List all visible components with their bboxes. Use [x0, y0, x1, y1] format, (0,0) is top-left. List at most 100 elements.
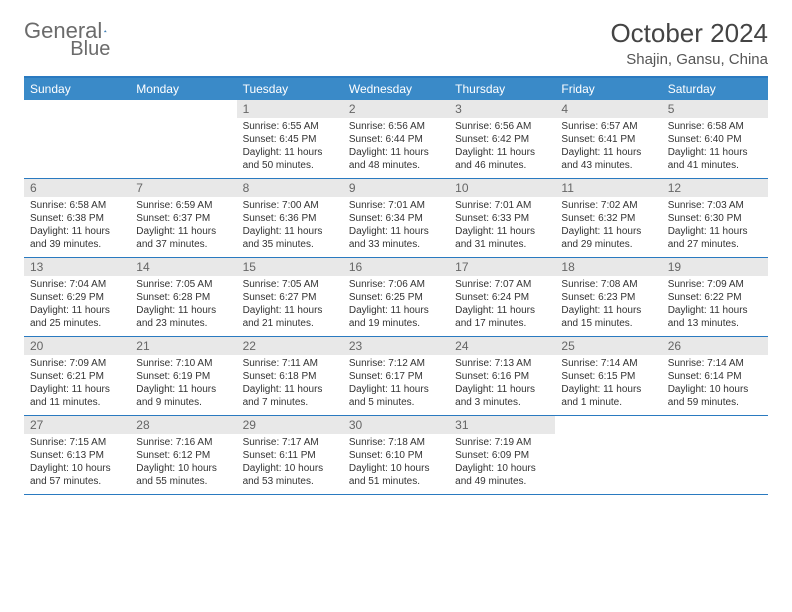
- sunset-text: Sunset: 6:34 PM: [349, 212, 443, 225]
- daylight-text: Daylight: 11 hours and 17 minutes.: [455, 304, 549, 330]
- sunrise-text: Sunrise: 7:18 AM: [349, 436, 443, 449]
- sunset-text: Sunset: 6:42 PM: [455, 133, 549, 146]
- daylight-text: Daylight: 10 hours and 59 minutes.: [668, 383, 762, 409]
- day-number: 27: [24, 416, 130, 434]
- cell-body: Sunrise: 7:14 AMSunset: 6:14 PMDaylight:…: [662, 355, 768, 415]
- calendar-cell: 24Sunrise: 7:13 AMSunset: 6:16 PMDayligh…: [449, 337, 555, 415]
- day-number: 13: [24, 258, 130, 276]
- cell-body: Sunrise: 6:58 AMSunset: 6:38 PMDaylight:…: [24, 197, 130, 257]
- cell-body: Sunrise: 6:56 AMSunset: 6:42 PMDaylight:…: [449, 118, 555, 178]
- calendar: SundayMondayTuesdayWednesdayThursdayFrid…: [24, 76, 768, 495]
- cell-body: Sunrise: 7:10 AMSunset: 6:19 PMDaylight:…: [130, 355, 236, 415]
- daylight-text: Daylight: 11 hours and 13 minutes.: [668, 304, 762, 330]
- sunset-text: Sunset: 6:36 PM: [243, 212, 337, 225]
- sunset-text: Sunset: 6:11 PM: [243, 449, 337, 462]
- day-number: [662, 416, 768, 420]
- daylight-text: Daylight: 11 hours and 21 minutes.: [243, 304, 337, 330]
- calendar-cell: 31Sunrise: 7:19 AMSunset: 6:09 PMDayligh…: [449, 416, 555, 494]
- day-number: 28: [130, 416, 236, 434]
- day-number: 21: [130, 337, 236, 355]
- calendar-cell: 28Sunrise: 7:16 AMSunset: 6:12 PMDayligh…: [130, 416, 236, 494]
- sunrise-text: Sunrise: 7:00 AM: [243, 199, 337, 212]
- daylight-text: Daylight: 11 hours and 27 minutes.: [668, 225, 762, 251]
- day-of-week-header: Tuesday: [237, 78, 343, 100]
- sunrise-text: Sunrise: 7:09 AM: [668, 278, 762, 291]
- sunrise-text: Sunrise: 7:01 AM: [455, 199, 549, 212]
- cell-body: Sunrise: 7:13 AMSunset: 6:16 PMDaylight:…: [449, 355, 555, 415]
- cell-body: Sunrise: 6:55 AMSunset: 6:45 PMDaylight:…: [237, 118, 343, 178]
- sunset-text: Sunset: 6:24 PM: [455, 291, 549, 304]
- day-number: 20: [24, 337, 130, 355]
- calendar-cell: [555, 416, 661, 494]
- day-of-week-header: Saturday: [662, 78, 768, 100]
- daylight-text: Daylight: 11 hours and 41 minutes.: [668, 146, 762, 172]
- daylight-text: Daylight: 11 hours and 39 minutes.: [30, 225, 124, 251]
- daylight-text: Daylight: 11 hours and 48 minutes.: [349, 146, 443, 172]
- sunrise-text: Sunrise: 7:10 AM: [136, 357, 230, 370]
- calendar-cell: 6Sunrise: 6:58 AMSunset: 6:38 PMDaylight…: [24, 179, 130, 257]
- day-number: 24: [449, 337, 555, 355]
- calendar-cell: 12Sunrise: 7:03 AMSunset: 6:30 PMDayligh…: [662, 179, 768, 257]
- sunset-text: Sunset: 6:41 PM: [561, 133, 655, 146]
- day-of-week-header: Sunday: [24, 78, 130, 100]
- sunrise-text: Sunrise: 7:15 AM: [30, 436, 124, 449]
- calendar-location: Shajin, Gansu, China: [610, 51, 768, 68]
- sunset-text: Sunset: 6:25 PM: [349, 291, 443, 304]
- day-of-week-header: Friday: [555, 78, 661, 100]
- calendar-cell: 7Sunrise: 6:59 AMSunset: 6:37 PMDaylight…: [130, 179, 236, 257]
- cell-body: Sunrise: 7:05 AMSunset: 6:28 PMDaylight:…: [130, 276, 236, 336]
- daylight-text: Daylight: 11 hours and 29 minutes.: [561, 225, 655, 251]
- sunrise-text: Sunrise: 6:55 AM: [243, 120, 337, 133]
- calendar-week: 27Sunrise: 7:15 AMSunset: 6:13 PMDayligh…: [24, 416, 768, 495]
- calendar-cell: 27Sunrise: 7:15 AMSunset: 6:13 PMDayligh…: [24, 416, 130, 494]
- daylight-text: Daylight: 11 hours and 25 minutes.: [30, 304, 124, 330]
- daylight-text: Daylight: 11 hours and 7 minutes.: [243, 383, 337, 409]
- day-number: 5: [662, 100, 768, 118]
- cell-body: Sunrise: 7:07 AMSunset: 6:24 PMDaylight:…: [449, 276, 555, 336]
- sunrise-text: Sunrise: 7:05 AM: [243, 278, 337, 291]
- sunset-text: Sunset: 6:33 PM: [455, 212, 549, 225]
- sunrise-text: Sunrise: 7:14 AM: [668, 357, 762, 370]
- cell-body: Sunrise: 7:00 AMSunset: 6:36 PMDaylight:…: [237, 197, 343, 257]
- sunrise-text: Sunrise: 7:01 AM: [349, 199, 443, 212]
- daylight-text: Daylight: 11 hours and 31 minutes.: [455, 225, 549, 251]
- daylight-text: Daylight: 10 hours and 55 minutes.: [136, 462, 230, 488]
- cell-body: Sunrise: 7:08 AMSunset: 6:23 PMDaylight:…: [555, 276, 661, 336]
- title-block: October 2024 Shajin, Gansu, China: [610, 18, 768, 68]
- day-number: 2: [343, 100, 449, 118]
- sunset-text: Sunset: 6:19 PM: [136, 370, 230, 383]
- day-of-week-header: Thursday: [449, 78, 555, 100]
- day-number: 17: [449, 258, 555, 276]
- day-of-week-row: SundayMondayTuesdayWednesdayThursdayFrid…: [24, 78, 768, 100]
- sunrise-text: Sunrise: 6:58 AM: [30, 199, 124, 212]
- daylight-text: Daylight: 11 hours and 19 minutes.: [349, 304, 443, 330]
- daylight-text: Daylight: 11 hours and 9 minutes.: [136, 383, 230, 409]
- calendar-cell: 5Sunrise: 6:58 AMSunset: 6:40 PMDaylight…: [662, 100, 768, 178]
- sunset-text: Sunset: 6:09 PM: [455, 449, 549, 462]
- header: General Blue October 2024 Shajin, Gansu,…: [24, 18, 768, 68]
- day-number: 18: [555, 258, 661, 276]
- sunrise-text: Sunrise: 7:08 AM: [561, 278, 655, 291]
- day-number: 25: [555, 337, 661, 355]
- day-number: 1: [237, 100, 343, 118]
- sunrise-text: Sunrise: 6:56 AM: [349, 120, 443, 133]
- sunrise-text: Sunrise: 7:06 AM: [349, 278, 443, 291]
- day-number: [555, 416, 661, 420]
- sunrise-text: Sunrise: 7:09 AM: [30, 357, 124, 370]
- sunrise-text: Sunrise: 7:05 AM: [136, 278, 230, 291]
- logo-text-b: Blue: [70, 38, 110, 61]
- sunset-text: Sunset: 6:40 PM: [668, 133, 762, 146]
- calendar-cell: 30Sunrise: 7:18 AMSunset: 6:10 PMDayligh…: [343, 416, 449, 494]
- day-number: 26: [662, 337, 768, 355]
- calendar-week: 1Sunrise: 6:55 AMSunset: 6:45 PMDaylight…: [24, 100, 768, 179]
- calendar-title: October 2024: [610, 18, 768, 49]
- calendar-cell: 14Sunrise: 7:05 AMSunset: 6:28 PMDayligh…: [130, 258, 236, 336]
- calendar-cell: 23Sunrise: 7:12 AMSunset: 6:17 PMDayligh…: [343, 337, 449, 415]
- cell-body: Sunrise: 7:17 AMSunset: 6:11 PMDaylight:…: [237, 434, 343, 494]
- calendar-cell: 26Sunrise: 7:14 AMSunset: 6:14 PMDayligh…: [662, 337, 768, 415]
- calendar-cell: 29Sunrise: 7:17 AMSunset: 6:11 PMDayligh…: [237, 416, 343, 494]
- daylight-text: Daylight: 11 hours and 37 minutes.: [136, 225, 230, 251]
- calendar-cell: 22Sunrise: 7:11 AMSunset: 6:18 PMDayligh…: [237, 337, 343, 415]
- sunrise-text: Sunrise: 7:02 AM: [561, 199, 655, 212]
- day-number: 3: [449, 100, 555, 118]
